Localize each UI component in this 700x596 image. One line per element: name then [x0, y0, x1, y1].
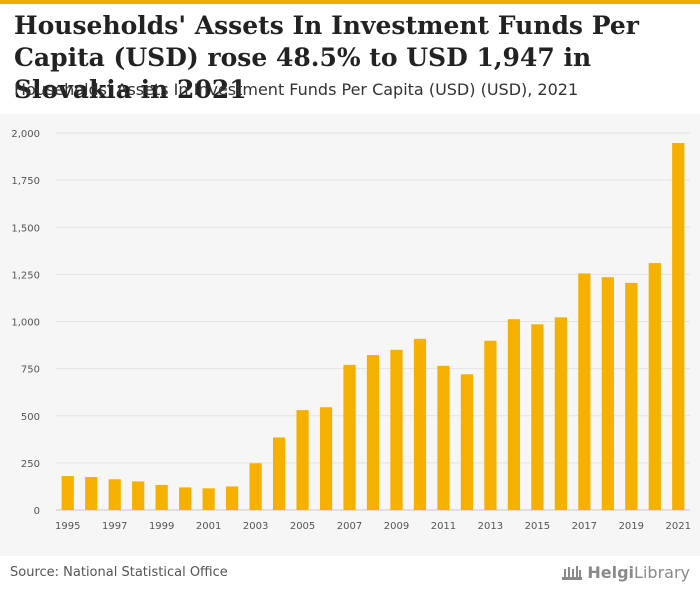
- bar-2012: [460, 374, 474, 510]
- x-tick-label: 2021: [666, 521, 691, 532]
- bar-2015: [531, 324, 544, 510]
- bar-2004: [272, 437, 286, 510]
- x-tick-label: 2009: [384, 521, 409, 532]
- logo-text-helgi: Helgi: [587, 562, 635, 582]
- bar-2014: [507, 319, 520, 510]
- bar-2009: [390, 349, 403, 510]
- source-note: Source: National Statistical Office: [10, 565, 228, 580]
- chart-title: Households' Assets In Investment Funds P…: [14, 11, 639, 104]
- x-tick-label: 2015: [525, 521, 550, 532]
- bar-2010: [413, 338, 427, 510]
- bar-2008: [366, 355, 380, 510]
- x-tick-label: 1997: [102, 521, 127, 532]
- bar-2005: [296, 410, 309, 510]
- bar-1996: [85, 477, 98, 510]
- bar-2001: [202, 488, 215, 510]
- x-tick-label: 2001: [196, 521, 221, 532]
- library-building-icon: [562, 566, 583, 580]
- y-tick-label: 1,500: [11, 223, 40, 234]
- chart-panel: 0 250 500 750 1,000 1,250 1,500 1,750 2,000 1995 1…: [0, 114, 700, 556]
- bar-2006: [319, 407, 333, 510]
- bar-2016: [554, 317, 567, 510]
- chart-subtitle: Households' Assets In Investment Funds P…: [14, 80, 579, 99]
- helgi-library-logo: HelgiLibrary: [561, 560, 690, 584]
- bar-2013: [484, 340, 497, 510]
- bar-1999: [155, 484, 168, 510]
- y-tick-label: 0: [34, 506, 40, 517]
- x-tick-label: 1999: [149, 521, 174, 532]
- bar-2000: [179, 487, 192, 510]
- logo-text-library: Library: [634, 562, 690, 582]
- y-tick-label: 500: [21, 412, 40, 423]
- bar-2019: [625, 282, 638, 510]
- bar-1998: [132, 481, 145, 510]
- x-tick-label: 1995: [55, 521, 80, 532]
- y-tick-label: 1,000: [11, 318, 40, 329]
- x-tick-label: 2005: [290, 521, 315, 532]
- y-tick-label: 2,000: [11, 129, 40, 140]
- bar-2002: [226, 486, 239, 510]
- bar-1995: [61, 476, 74, 510]
- bar-1997: [108, 479, 121, 510]
- top-accent-bar: [0, 0, 700, 4]
- y-tick-label: 1,750: [11, 176, 40, 187]
- bar-chart: 0 250 500 750 1,000 1,250 1,500 1,750 2,000 1995 1…: [11, 129, 691, 532]
- bar-2017: [578, 273, 591, 510]
- y-tick-label: 250: [21, 459, 40, 470]
- bar-2003: [249, 463, 262, 510]
- x-tick-label: 2011: [431, 521, 456, 532]
- bar-2011: [437, 365, 450, 510]
- x-tick-label: 2003: [243, 521, 268, 532]
- bar-2018: [601, 277, 614, 510]
- y-tick-label: 750: [21, 365, 40, 376]
- x-tick-label: 2019: [619, 521, 644, 532]
- bar-2021: [672, 142, 685, 511]
- bar-2020: [648, 263, 661, 510]
- x-tick-label: 2013: [478, 521, 503, 532]
- y-tick-label: 1,250: [11, 270, 40, 281]
- x-tick-label: 2017: [572, 521, 597, 532]
- x-tick-label: 2007: [337, 521, 362, 532]
- bar-2007: [343, 364, 356, 510]
